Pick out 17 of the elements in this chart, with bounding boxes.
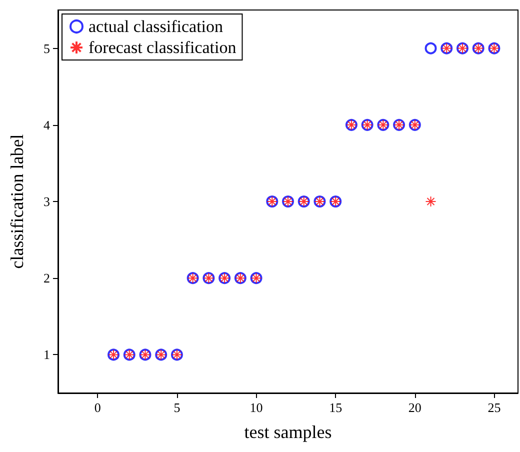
legend-label: actual classification xyxy=(88,17,224,36)
x-axis-title: test samples xyxy=(244,422,332,442)
x-tick-label: 0 xyxy=(94,400,101,415)
x-tick-label: 25 xyxy=(488,400,501,415)
x-tick-label: 15 xyxy=(329,400,342,415)
y-tick-label: 3 xyxy=(44,194,50,209)
x-tick-label: 10 xyxy=(250,400,263,415)
legend-label: forecast classification xyxy=(88,38,237,57)
y-tick-label: 5 xyxy=(44,40,50,56)
point xyxy=(424,42,437,54)
x-tick-label: 5 xyxy=(174,400,180,415)
x-tick-label: 20 xyxy=(408,400,422,415)
y-tick-label: 2 xyxy=(44,270,50,286)
y-tick-label: 1 xyxy=(44,347,50,362)
y-axis-title: classification label xyxy=(7,134,27,269)
point xyxy=(425,196,436,207)
y-tick-label: 4 xyxy=(44,117,50,132)
